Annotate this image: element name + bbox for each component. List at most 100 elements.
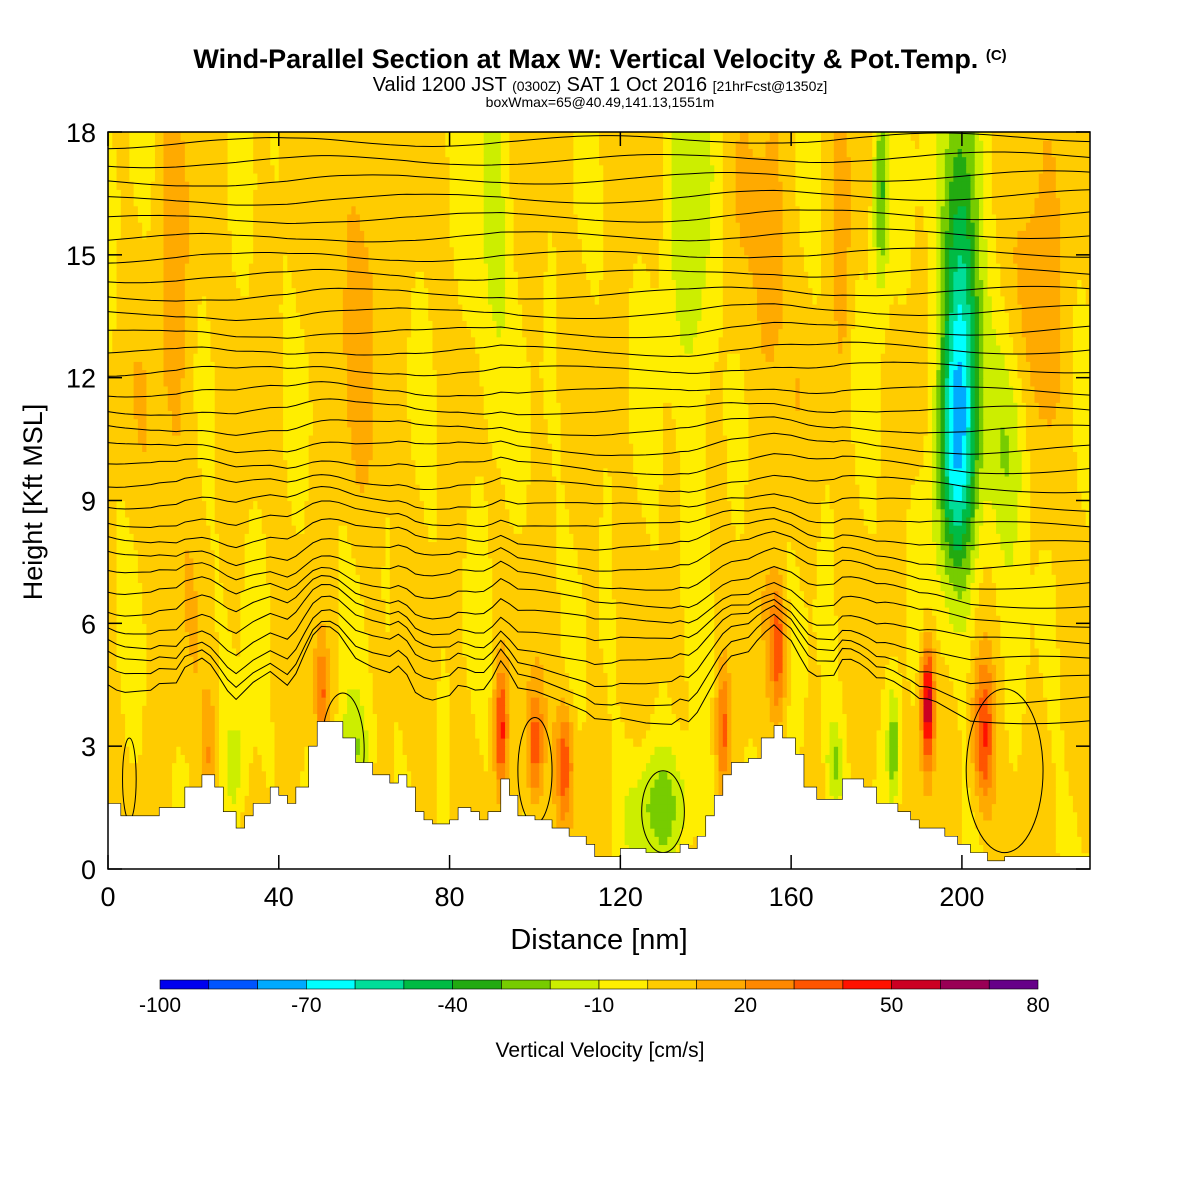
field-cell bbox=[735, 688, 741, 698]
field-cell bbox=[752, 737, 758, 747]
field-cell bbox=[517, 697, 523, 706]
field-cell bbox=[125, 721, 130, 731]
field-cell bbox=[680, 770, 685, 780]
field-cell bbox=[1017, 828, 1023, 837]
field-cell bbox=[581, 811, 587, 821]
field-cell bbox=[547, 803, 553, 813]
field-cell bbox=[637, 795, 643, 805]
field-cell bbox=[599, 770, 604, 780]
field-cell bbox=[197, 697, 203, 706]
field-cell bbox=[577, 697, 583, 706]
field-cell bbox=[1055, 836, 1061, 846]
field-cell bbox=[172, 778, 177, 788]
field-cell bbox=[415, 746, 421, 755]
field-cell bbox=[1043, 721, 1048, 731]
field-cell bbox=[411, 754, 417, 764]
field-cell bbox=[654, 762, 660, 772]
field-cell bbox=[513, 787, 519, 796]
field-cell bbox=[633, 705, 639, 715]
field-cell bbox=[1004, 697, 1010, 706]
field-cell bbox=[1047, 844, 1053, 854]
field-cell bbox=[355, 754, 361, 764]
field-cell bbox=[436, 787, 442, 796]
field-cell bbox=[966, 836, 972, 846]
field-cell bbox=[304, 737, 310, 747]
field-cell bbox=[236, 787, 241, 796]
field-cell bbox=[932, 787, 937, 796]
field-cell bbox=[974, 721, 980, 731]
field-cell bbox=[300, 697, 305, 706]
field-cell bbox=[441, 737, 446, 747]
field-cell bbox=[163, 762, 169, 772]
field-cell bbox=[137, 697, 143, 706]
field-cell bbox=[885, 770, 890, 780]
field-cell bbox=[1000, 746, 1006, 755]
field-cell bbox=[487, 729, 493, 739]
field-cell bbox=[137, 721, 143, 731]
field-cell bbox=[1055, 697, 1061, 706]
field-cell bbox=[1060, 721, 1065, 731]
field-cell bbox=[120, 721, 126, 731]
field-cell bbox=[1017, 811, 1023, 821]
field-cell bbox=[978, 844, 984, 854]
field-cell bbox=[449, 713, 455, 723]
field-cell bbox=[112, 729, 118, 739]
field-cell bbox=[150, 688, 156, 698]
field-cell bbox=[671, 697, 677, 706]
field-cell bbox=[312, 697, 318, 706]
field-cell bbox=[885, 705, 890, 715]
field-cell bbox=[184, 737, 190, 747]
field-cell bbox=[1060, 803, 1065, 813]
field-cell bbox=[483, 787, 489, 796]
field-cell bbox=[231, 754, 237, 764]
field-cell bbox=[795, 721, 801, 731]
field-cell bbox=[641, 754, 647, 764]
field-cell bbox=[505, 705, 510, 715]
field-cell bbox=[539, 729, 545, 739]
field-cell bbox=[167, 778, 173, 788]
field-cell bbox=[295, 770, 301, 780]
field-cell bbox=[483, 795, 489, 805]
field-cell bbox=[906, 729, 912, 739]
field-cell bbox=[590, 803, 596, 813]
field-cell bbox=[428, 811, 434, 821]
field-cell bbox=[274, 778, 280, 788]
field-cell bbox=[240, 729, 246, 739]
field-cell bbox=[829, 754, 835, 764]
field-cell bbox=[257, 762, 263, 772]
field-cell bbox=[573, 778, 579, 788]
field-cell bbox=[265, 787, 271, 796]
field-cell bbox=[641, 705, 647, 715]
field-cell bbox=[616, 811, 621, 821]
field-cell bbox=[372, 721, 378, 731]
field-cell bbox=[150, 697, 156, 706]
field-cell bbox=[423, 697, 429, 706]
field-cell bbox=[812, 713, 818, 723]
field-cell bbox=[1021, 787, 1027, 796]
field-cell bbox=[389, 746, 395, 755]
field-cell bbox=[1077, 787, 1083, 796]
field-cell bbox=[492, 705, 498, 715]
field-cell bbox=[983, 803, 989, 813]
field-cell bbox=[304, 721, 310, 731]
field-cell bbox=[1008, 762, 1014, 772]
field-cell bbox=[108, 787, 113, 796]
field-cell bbox=[108, 737, 113, 747]
field-cell bbox=[650, 713, 656, 723]
field-cell bbox=[547, 787, 553, 796]
field-cell bbox=[142, 697, 148, 706]
field-cell bbox=[974, 795, 980, 805]
field-cell bbox=[949, 762, 954, 772]
field-cell bbox=[996, 762, 1001, 772]
field-cell bbox=[812, 770, 818, 780]
field-cell bbox=[628, 811, 634, 821]
field-cell bbox=[1025, 844, 1031, 854]
field-cell bbox=[944, 795, 950, 805]
field-cell bbox=[978, 713, 984, 723]
field-cell bbox=[616, 770, 621, 780]
field-cell bbox=[697, 737, 703, 747]
field-cell bbox=[522, 705, 528, 715]
field-cell bbox=[966, 770, 972, 780]
field-cell bbox=[927, 697, 933, 706]
field-cell bbox=[850, 762, 856, 772]
